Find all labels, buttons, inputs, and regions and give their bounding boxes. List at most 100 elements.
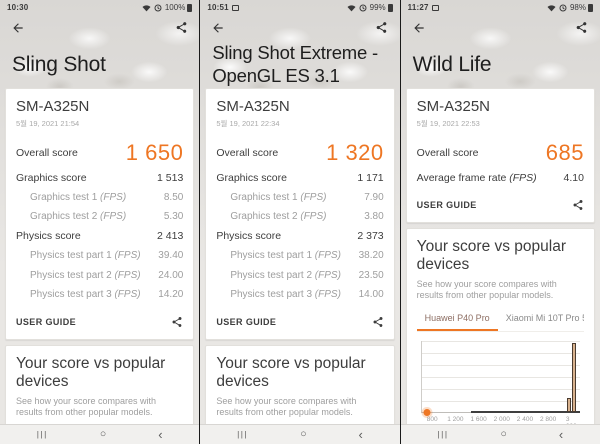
device-name: SM-A325N xyxy=(16,98,90,115)
compare-card: Your score vs popular devices See how yo… xyxy=(205,344,395,424)
home-button[interactable]: ○ xyxy=(300,428,307,441)
recents-button[interactable]: ||| xyxy=(437,429,449,440)
histogram-bar xyxy=(566,397,571,412)
back-button[interactable] xyxy=(411,20,427,36)
score-row-label: Graphics test 1 (FPS) xyxy=(230,191,327,203)
share-icon[interactable] xyxy=(171,316,183,328)
score-row-label: Graphics score xyxy=(16,171,87,184)
score-row-value: 4.10 xyxy=(563,171,584,184)
compare-card: Your score vs popular devices See how yo… xyxy=(405,227,595,424)
score-row-label: Physics test part 2 (FPS) xyxy=(230,269,341,281)
screenshot-icon xyxy=(431,4,439,11)
score-row: Graphics test 2 (FPS) 3.80 xyxy=(216,207,383,227)
app-bar xyxy=(200,15,399,40)
result-card: SM-A325N 5월 19, 2021 22:53 Overall score… xyxy=(405,88,595,223)
home-button[interactable]: ○ xyxy=(99,428,107,441)
overall-score-value: 1 650 xyxy=(125,140,184,165)
share-button[interactable] xyxy=(374,20,390,36)
app-bar xyxy=(401,15,600,40)
battery-percent: 99% xyxy=(369,3,386,12)
overall-score-row: Overall score 1 650 xyxy=(16,138,183,168)
device-tab[interactable]: Huawei P40 Pro xyxy=(416,309,498,331)
score-row: Physics test part 2 (FPS) 23.50 xyxy=(216,266,383,286)
result-date: 5월 19, 2021 22:53 xyxy=(416,119,480,128)
recents-button[interactable]: ||| xyxy=(36,429,48,440)
score-row: Physics test part 3 (FPS) 14.00 xyxy=(216,285,383,305)
user-guide-row: USER GUIDE xyxy=(16,312,183,332)
overall-score-label: Overall score xyxy=(216,147,279,159)
score-row: Physics test part 1 (FPS) 38.20 xyxy=(216,246,383,266)
score-row-value: 38.20 xyxy=(358,250,384,262)
score-row-value: 14.20 xyxy=(158,289,184,301)
compare-title: Your score vs popular devices xyxy=(416,237,567,273)
nav-back-button[interactable]: ‹ xyxy=(158,427,163,442)
battery-percent: 100% xyxy=(164,3,186,12)
share-icon[interactable] xyxy=(572,199,584,211)
user-guide-link[interactable]: USER GUIDE xyxy=(16,316,77,327)
panel-content: SM-A325N 5월 19, 2021 21:54 Overall score… xyxy=(0,88,199,424)
user-guide-link[interactable]: USER GUIDE xyxy=(416,199,477,210)
wifi-icon xyxy=(347,4,356,11)
score-row: Graphics test 2 (FPS) 5.30 xyxy=(16,207,183,227)
score-row-label: Physics test part 3 (FPS) xyxy=(30,289,141,301)
score-row-value: 1 171 xyxy=(357,171,384,184)
back-button[interactable] xyxy=(210,20,226,36)
x-tick-label: 1 200 xyxy=(447,416,464,423)
score-row-label: Graphics test 2 (FPS) xyxy=(30,211,127,223)
benchmark-title: Sling Shot xyxy=(12,52,106,76)
histogram-bar xyxy=(571,343,576,412)
compare-title: Your score vs popular devices xyxy=(216,354,366,390)
share-icon[interactable] xyxy=(372,316,384,328)
user-guide-link[interactable]: USER GUIDE xyxy=(216,316,277,327)
score-rows: Graphics score 1 513 Graphics test 1 (FPS)… xyxy=(16,168,183,305)
status-bar: 11:27 98% xyxy=(401,0,600,15)
score-row-label: Physics score xyxy=(16,230,81,243)
score-row-value: 7.90 xyxy=(364,191,384,203)
status-time: 10:51 xyxy=(207,3,229,12)
score-row-label: Average frame rate (FPS) xyxy=(416,171,537,184)
benchmark-title-zone: Wild Life xyxy=(401,40,600,88)
benchmark-title-zone: Sling Shot xyxy=(0,40,199,88)
result-card: SM-A325N 5월 19, 2021 22:34 Overall score… xyxy=(205,88,395,340)
result-date: 5월 19, 2021 21:54 xyxy=(16,119,80,128)
share-button[interactable] xyxy=(173,20,189,36)
wifi-icon xyxy=(142,4,151,11)
battery-icon xyxy=(387,3,393,12)
alarm-icon xyxy=(154,3,162,12)
alarm-icon xyxy=(559,3,567,12)
overall-score-value: 1 320 xyxy=(326,140,384,165)
score-row: Physics test part 1 (FPS) 39.40 xyxy=(16,246,183,266)
score-row-label: Physics test part 1 (FPS) xyxy=(30,250,141,262)
score-rows: Average frame rate (FPS) 4.10 xyxy=(417,168,584,188)
histogram-baseline xyxy=(470,411,580,413)
status-time: 10:30 xyxy=(7,3,29,12)
compare-title: Your score vs popular devices xyxy=(16,354,166,390)
benchmark-title: Sling Shot Extreme - OpenGL ES 3.1 xyxy=(212,42,378,86)
home-button[interactable]: ○ xyxy=(500,428,507,441)
score-row: Physics score 2 373 xyxy=(216,227,383,247)
nav-back-button[interactable]: ‹ xyxy=(358,427,363,442)
benchmark-title: Wild Life xyxy=(412,52,492,76)
score-row: Graphics test 1 (FPS) 8.50 xyxy=(16,188,183,208)
app-bar xyxy=(0,15,199,40)
score-row: Graphics score 1 513 xyxy=(16,168,183,188)
wifi-icon xyxy=(547,4,556,11)
device-tab[interactable]: Xiaomi Mi 10T Pro 5G xyxy=(505,313,584,323)
score-row-value: 8.50 xyxy=(163,191,184,203)
back-button[interactable] xyxy=(10,20,26,36)
recents-button[interactable]: ||| xyxy=(237,429,249,440)
compare-description: See how your score compares with results… xyxy=(416,278,557,300)
x-tick-label: 3 200 xyxy=(565,416,577,424)
share-button[interactable] xyxy=(574,20,590,36)
nav-back-button[interactable]: ‹ xyxy=(558,427,564,442)
chart-x-ticks: 800 1 200 1 600 2 000 2 400 2 800 3 200 xyxy=(421,416,580,424)
score-row-label: Physics score xyxy=(216,230,282,243)
score-row: Physics test part 3 (FPS) 14.20 xyxy=(16,285,183,305)
overall-score-label: Overall score xyxy=(416,147,479,159)
x-tick-label: 800 xyxy=(426,416,438,423)
panel-content: SM-A325N 5월 19, 2021 22:34 Overall score… xyxy=(200,88,399,424)
panel-sling-shot-extreme: 10:51 99% Sling Shot Extreme - OpenGL ES… xyxy=(200,0,400,444)
